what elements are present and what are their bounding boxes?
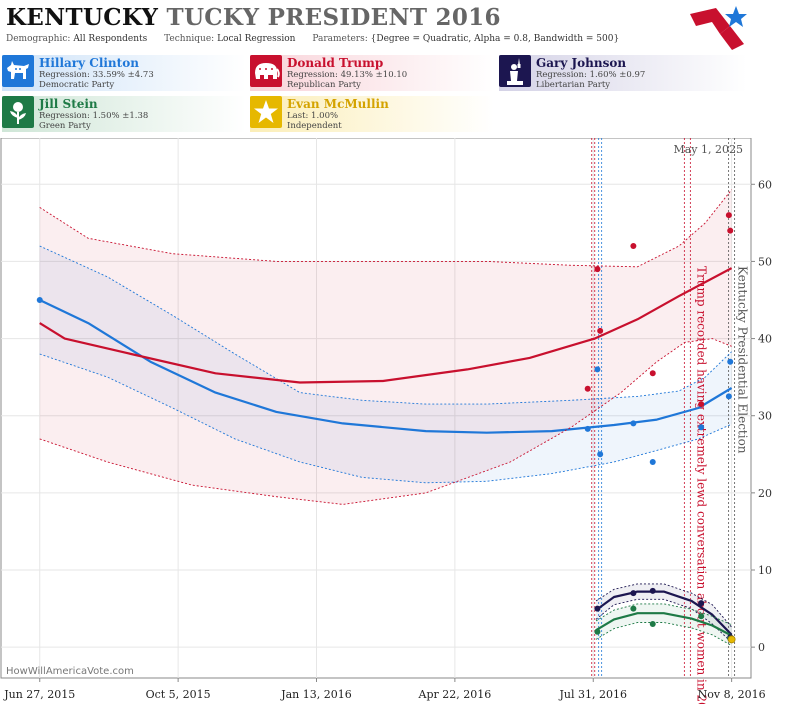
y-tick-label: 50 (758, 255, 772, 268)
x-tick-label: Jul 31, 2016 (559, 688, 628, 701)
data-point (594, 266, 601, 273)
x-tick-label: Oct 5, 2015 (146, 688, 211, 701)
candidate-name: Donald Trump (287, 56, 384, 70)
x-tick-label: Jan 13, 2016 (280, 688, 352, 701)
confidence-band-1 (39, 189, 732, 505)
data-point (649, 621, 656, 627)
candidate-name: Gary Johnson (536, 56, 627, 70)
y-tick-label: 60 (758, 178, 772, 191)
trend-line-2 (595, 590, 733, 636)
confidence-band-0 (39, 246, 732, 483)
x-tick-label: Jun 27, 2015 (3, 688, 75, 701)
watermark: HowWillAmericaVote.com (6, 666, 134, 677)
data-point (727, 358, 734, 365)
candidate-party: Democratic Party (39, 80, 115, 90)
elephant-icon (250, 55, 282, 87)
band-lower-3 (595, 622, 732, 646)
band-lower-0 (39, 353, 732, 484)
site-logo-icon (690, 6, 747, 50)
data-point (36, 297, 43, 303)
parameters-line: Demographic: All Respondents Technique: … (6, 34, 620, 44)
data-point (630, 420, 637, 427)
data-point (725, 212, 732, 219)
y-tick-label: 40 (758, 333, 772, 346)
annotation-date: May 1, 2025 (673, 143, 743, 156)
data-point (649, 587, 656, 594)
candidate-stat: Last: 1.00% (287, 111, 339, 121)
data-point (584, 425, 591, 432)
band-lower-2 (595, 598, 732, 643)
candidate-party: Independent (287, 121, 342, 131)
data-point (649, 459, 656, 465)
band-upper-3 (595, 603, 732, 626)
candidate-party: Republican Party (287, 80, 361, 90)
x-tick-label: Apr 22, 2016 (418, 688, 492, 701)
star-icon (250, 96, 282, 128)
candidate-card-clinton[interactable]: Hillary Clinton Regression: 33.59% ±4.73… (2, 55, 246, 91)
x-tick-label: Nov 8, 2016 (698, 688, 766, 701)
candidate-stat: Regression: 1.60% ±0.97 (536, 70, 646, 80)
trend-line-3 (595, 612, 733, 637)
trend-line-0 (39, 299, 733, 434)
data-point (727, 635, 736, 644)
candidate-card-stein[interactable]: Jill Stein Regression: 1.50% ±1.38 Green… (2, 96, 246, 132)
event-label: Kentucky Presidential Election (736, 266, 750, 454)
data-point (594, 366, 601, 373)
candidate-card-mcmullin[interactable]: Evan McMullin Last: 1.00% Independent (250, 96, 494, 132)
page-title: KENTUCKY TUCKY PRESIDENT 2016 (6, 4, 501, 31)
band-lower-1 (39, 338, 732, 505)
data-point (630, 590, 637, 597)
y-tick-label: 30 (758, 410, 772, 423)
band-upper-2 (595, 583, 732, 628)
event-label: Trump recorded having extremely lewd con… (694, 266, 708, 704)
candidate-stat: Regression: 33.59% ±4.73 (39, 70, 154, 80)
candidate-party: Libertarian Party (536, 80, 611, 90)
confidence-band-2 (596, 583, 732, 643)
candidate-stat: Regression: 1.50% ±1.38 (39, 111, 149, 121)
donkey-icon (2, 55, 34, 87)
data-point (594, 605, 601, 612)
y-tick-label: 10 (758, 564, 772, 577)
data-point (698, 613, 705, 620)
statue-of-liberty-icon (499, 55, 531, 87)
data-point (725, 393, 732, 400)
data-point (584, 385, 591, 392)
data-point (594, 628, 601, 635)
plot-area (0, 138, 752, 679)
data-point (630, 243, 637, 249)
data-point (698, 600, 705, 607)
y-tick-label: 0 (758, 641, 765, 654)
band-upper-0 (39, 245, 732, 405)
data-point (630, 605, 637, 612)
candidate-party: Green Party (39, 121, 91, 131)
data-point (597, 451, 604, 458)
data-point (727, 227, 734, 234)
trend-line-1 (39, 267, 733, 384)
candidate-name: Evan McMullin (287, 97, 389, 111)
y-tick-label: 20 (758, 487, 772, 500)
band-upper-1 (39, 189, 732, 268)
data-point (698, 401, 705, 408)
candidate-card-johnson[interactable]: Gary Johnson Regression: 1.60% ±0.97 Lib… (499, 55, 747, 91)
candidate-card-trump[interactable]: Donald Trump Regression: 49.13% ±10.10 R… (250, 55, 494, 91)
candidate-name: Hillary Clinton (39, 56, 139, 70)
data-point (698, 424, 705, 431)
data-point (649, 370, 656, 377)
rose-icon (2, 96, 34, 128)
candidate-name: Jill Stein (39, 97, 98, 111)
poll-chart: Trump recorded having extremely lewd con… (0, 138, 772, 704)
candidate-stat: Regression: 49.13% ±10.10 (287, 70, 408, 80)
data-point (597, 327, 604, 334)
